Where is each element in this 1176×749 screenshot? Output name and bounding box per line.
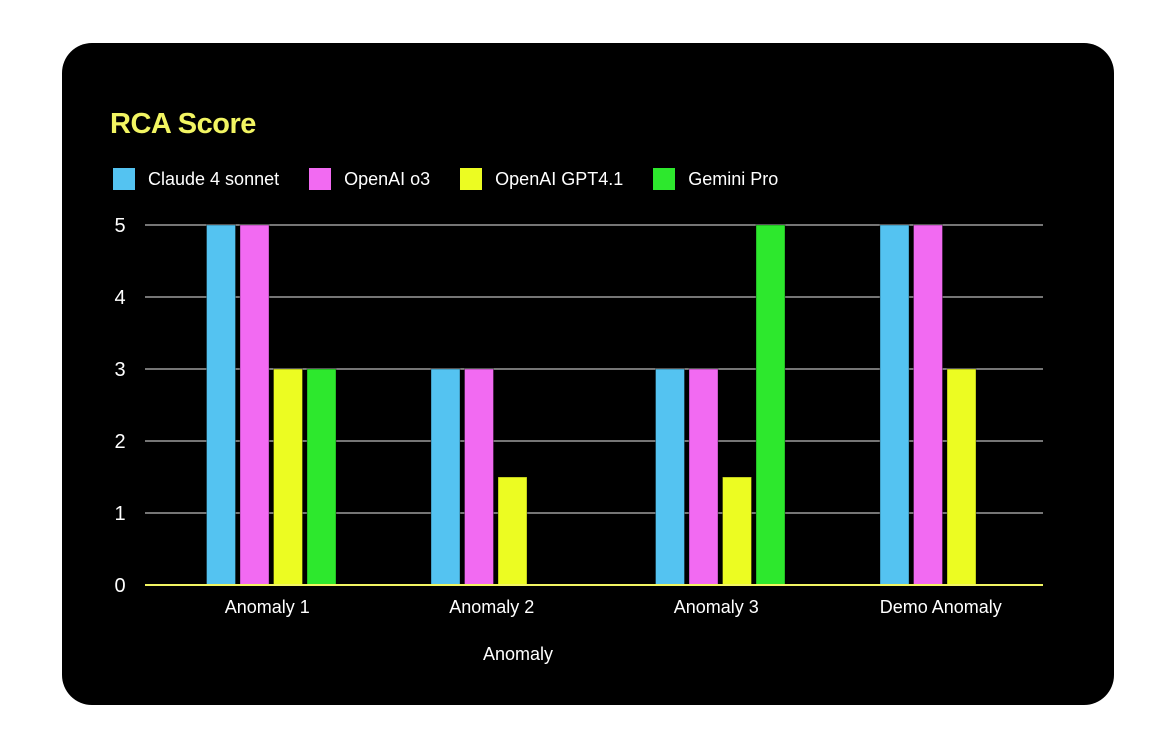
y-tick-label: 4 [114,287,125,309]
legend-item: OpenAI GPT4.1 [460,168,623,190]
legend: Claude 4 sonnet OpenAI o3 OpenAI GPT4.1 … [113,168,808,190]
legend-item: Gemini Pro [653,168,778,190]
bar-openai-o3 [239,224,270,586]
bar-gemini-pro [755,224,786,586]
x-tick-label: Anomaly 1 [225,597,310,617]
legend-label: Claude 4 sonnet [148,168,280,189]
bar-claude-4-sonnet [206,224,236,586]
y-tick-label: 5 [114,215,125,237]
y-tick-label: 2 [114,431,125,453]
bar-openai-o3 [913,224,943,586]
bar-openai-gpt4.1 [497,476,528,586]
chart-title: RCA Score [110,108,256,140]
legend-item: OpenAI o3 [309,168,430,190]
legend-item: Claude 4 sonnet [113,168,279,190]
bar-claude-4-sonnet [879,224,910,586]
legend-swatch [309,168,332,190]
x-tick-label: Demo Anomaly [880,597,1002,617]
bar-claude-4-sonnet [430,368,461,586]
legend-label: Gemini Pro [688,168,779,189]
bar-gemini-pro [306,368,337,586]
bar-openai-gpt4.1 [273,368,303,586]
y-tick-label: 1 [114,503,125,525]
legend-swatch [460,168,483,190]
bar-claude-4-sonnet [655,368,685,586]
legend-swatch [113,168,135,190]
y-tick-label: 3 [114,359,125,381]
bar-openai-o3 [688,368,719,586]
x-tick-label: Anomaly 2 [449,597,534,617]
bar-openai-gpt4.1 [946,368,977,586]
legend-label: OpenAI o3 [344,168,431,189]
y-tick-label: 0 [114,575,125,597]
x-tick-label: Anomaly 3 [674,597,759,617]
legend-swatch [653,168,676,190]
x-axis-label: Anomaly [483,644,553,664]
bar-openai-gpt4.1 [722,476,752,586]
legend-label: OpenAI GPT4.1 [495,168,624,189]
bar-openai-o3 [464,368,494,586]
